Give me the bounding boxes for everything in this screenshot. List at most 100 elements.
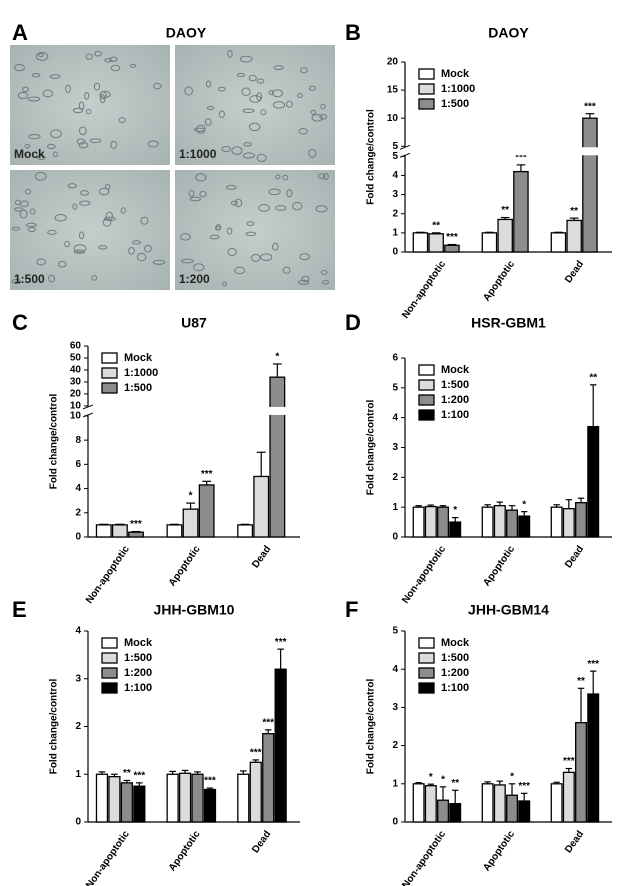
significance-label: ***	[204, 776, 216, 787]
bar	[449, 803, 462, 823]
bar	[497, 218, 513, 253]
x-tick-label: Apoptotic	[167, 544, 203, 589]
cell	[296, 92, 303, 99]
bar	[575, 502, 588, 538]
cell	[227, 247, 237, 257]
bar	[412, 783, 425, 823]
cell	[245, 231, 256, 237]
bar	[449, 521, 462, 538]
y-tick-label: 2	[392, 740, 398, 751]
legend-swatch	[418, 98, 435, 110]
cell	[19, 200, 29, 208]
bar	[191, 773, 204, 823]
cell	[110, 140, 118, 149]
cell	[24, 143, 31, 149]
image-label: 1:200	[179, 272, 210, 286]
significance-label: ***	[518, 781, 530, 792]
legend-label: 1:500	[124, 652, 152, 664]
panel-label: B	[345, 20, 361, 45]
cell	[221, 146, 232, 153]
cell	[204, 118, 212, 126]
significance-label: **	[577, 676, 585, 687]
cell	[260, 253, 273, 261]
cell	[31, 72, 41, 78]
chart-title: DAOY	[488, 25, 529, 41]
significance-label: *	[429, 772, 433, 783]
cell	[98, 245, 108, 250]
y-axis-label: Fold change/control	[49, 679, 60, 775]
bar	[444, 244, 460, 253]
cell	[248, 74, 257, 82]
significance-label: *	[441, 774, 445, 785]
cell	[256, 92, 263, 101]
y-tick-label: 4	[75, 483, 81, 494]
cell	[38, 52, 44, 58]
bar	[237, 773, 250, 823]
bar	[493, 505, 506, 538]
cell	[78, 101, 85, 110]
panel-label: E	[12, 597, 27, 622]
y-axis-label: Fold change/control	[366, 400, 377, 496]
cell	[242, 108, 255, 114]
bar	[587, 693, 600, 823]
legend-label: Mock	[441, 637, 470, 649]
bar	[428, 233, 444, 253]
micrograph	[10, 45, 170, 165]
cell	[79, 200, 91, 206]
legend-swatch	[101, 682, 118, 694]
cell	[180, 233, 191, 241]
cell	[93, 82, 101, 91]
cell	[34, 171, 47, 181]
y-tick-label: 6	[75, 459, 81, 470]
bar	[518, 800, 531, 823]
significance-label: *	[275, 352, 279, 363]
cell	[27, 227, 37, 233]
x-tick-label: Apoptotic	[481, 544, 517, 589]
cell	[292, 201, 303, 211]
legend-label: Mock	[441, 68, 470, 80]
y-tick-label: 8	[75, 435, 81, 446]
y-tick-label: 10	[70, 411, 82, 422]
x-tick-label: Non-apoptotic	[400, 829, 448, 886]
bar	[566, 219, 582, 253]
cell	[192, 263, 205, 272]
cell	[226, 184, 237, 190]
cell	[29, 208, 36, 215]
y-tick-label: 6	[392, 353, 398, 364]
bar	[550, 783, 563, 823]
cell	[258, 204, 270, 212]
legend-swatch	[101, 667, 118, 679]
legend-label: 1:500	[124, 382, 152, 394]
legend-label: 1:200	[124, 667, 152, 679]
cell	[91, 274, 98, 281]
chart: E JHH-GBM10 Fold change/control 0 1 2 3 4 Non-ap…	[12, 597, 300, 886]
cell	[315, 205, 328, 213]
cell	[188, 189, 195, 197]
significance-label: **	[432, 221, 440, 232]
y-tick-label: 3	[392, 702, 398, 713]
cell	[271, 242, 279, 251]
y-tick-label: 50	[70, 353, 82, 364]
x-tick-label: Dead	[563, 829, 586, 855]
legend-label: 1:500	[441, 652, 469, 664]
cell	[206, 105, 215, 111]
cell	[147, 140, 159, 148]
x-tick-label: Apoptotic	[167, 829, 203, 874]
significance-label: **	[123, 768, 131, 779]
y-tick-label: 3	[392, 442, 398, 453]
significance-label: ***	[250, 748, 262, 759]
cell	[301, 275, 310, 283]
bar	[481, 232, 498, 253]
y-tick-label: 4	[392, 664, 398, 675]
cell	[128, 247, 135, 255]
bar	[437, 799, 450, 823]
cell	[282, 174, 289, 181]
cell	[143, 244, 152, 253]
bar	[128, 531, 144, 538]
chart-title: JHH-GBM14	[468, 602, 549, 618]
cell	[180, 258, 194, 264]
significance-label: **	[501, 205, 509, 216]
cell	[48, 274, 56, 283]
x-tick-label: Apoptotic	[481, 259, 517, 304]
